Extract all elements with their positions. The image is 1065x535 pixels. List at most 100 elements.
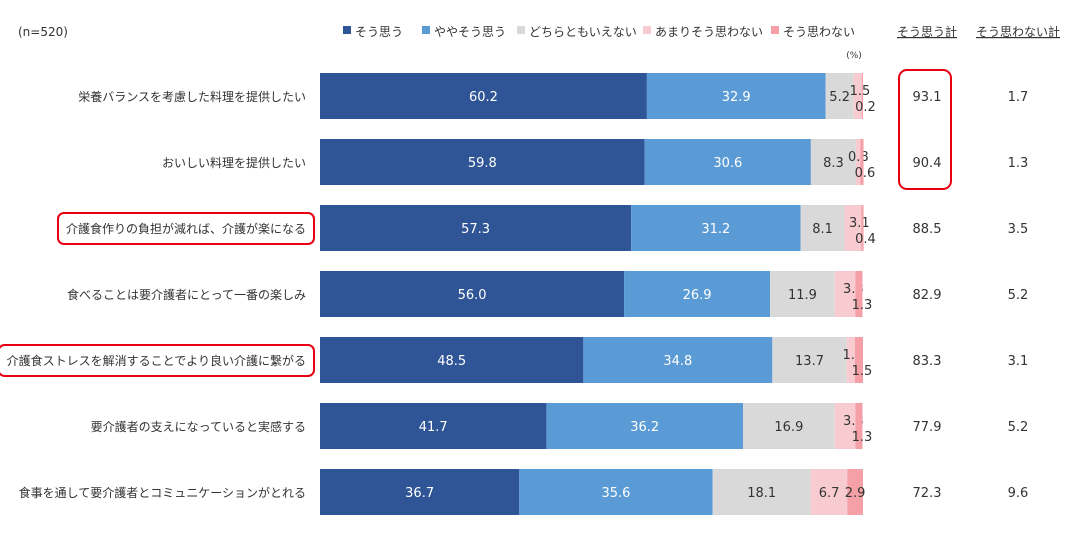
category-label: 介護食作りの負担が減れば、介護が楽になる: [66, 221, 306, 236]
disagree-total-value: 5.2: [1008, 288, 1029, 303]
data-label: 0.2: [855, 100, 876, 115]
data-label: 0.6: [855, 166, 876, 181]
data-label: 36.7: [405, 486, 434, 501]
agree-total-value: 88.5: [913, 222, 942, 237]
data-label: 0.8: [848, 150, 869, 165]
bar-segment: [320, 271, 625, 317]
category-label: 食べることは要介護者にとって一番の楽しみ: [67, 287, 306, 302]
bar-segment: [847, 469, 863, 515]
unit-label: (%): [846, 51, 862, 61]
sample-size-label: (n=520): [18, 25, 68, 39]
bar-segment: [546, 403, 743, 449]
agree-total-value: 77.9: [913, 420, 942, 435]
bar-segment: [834, 403, 856, 449]
disagree-total-value: 3.5: [1008, 222, 1029, 237]
category-labels: 栄養バランスを考慮した料理を提供したいおいしい料理を提供したい介護食作りの負担が…: [7, 89, 306, 500]
data-label: 6.7: [819, 486, 840, 501]
bar-segment: [810, 139, 856, 185]
summary-totals: 93.1 1.7 90.4 1.3 88.5 3.5 82.9 5.2 83.3 3.1 77.9 5…: [913, 90, 1029, 501]
data-label: 5.2: [829, 90, 850, 105]
disagree-total-value: 1.3: [1008, 156, 1029, 171]
bar-segment: [742, 403, 835, 449]
category-label: 介護食ストレスを解消することでより良い介護に繋がる: [7, 353, 306, 368]
bar-segment: [855, 271, 863, 317]
category-label: 要介護者の支えになっていると実感する: [91, 419, 306, 434]
data-label: 1.5: [852, 364, 873, 379]
agree-total-value: 90.4: [913, 156, 942, 171]
agree-total-value: 82.9: [913, 288, 942, 303]
bar-segment: [770, 271, 835, 317]
bar-segment: [855, 403, 863, 449]
bar-area: 60.2 32.9 5.2 1.50.259.8 30.6 8.3 0.80.657.3 31…: [320, 73, 876, 515]
legend-swatch: [343, 26, 351, 34]
bar-segment: [320, 403, 547, 449]
data-label: 16.9: [774, 420, 803, 435]
bar-segment: [320, 205, 632, 251]
data-label: 18.1: [747, 486, 776, 501]
legend-label: そう思う: [355, 25, 403, 39]
agree-total-header: そう思う計: [897, 24, 957, 39]
bar-segment: [825, 73, 854, 119]
bar-segment: [800, 205, 845, 251]
data-label: 26.9: [683, 288, 712, 303]
bar-segment: [519, 469, 713, 515]
legend-swatch: [643, 26, 651, 34]
data-label: 35.6: [601, 486, 630, 501]
data-label: 11.9: [788, 288, 817, 303]
category-label: おいしい料理を提供したい: [162, 155, 306, 170]
agree-total-value: 72.3: [913, 486, 942, 501]
data-label: 48.5: [437, 354, 466, 369]
data-label: 0.4: [855, 232, 876, 247]
data-label: 8.3: [823, 156, 844, 171]
bar-segment: [853, 73, 862, 119]
bar-segment: [583, 337, 773, 383]
bar-segment: [861, 73, 863, 119]
data-label: 3.1: [849, 216, 870, 231]
bar-segment: [844, 205, 862, 251]
disagree-total-value: 3.1: [1008, 354, 1029, 369]
bar-segment: [810, 469, 848, 515]
legend-label: そう思わない: [783, 25, 855, 39]
bar-segment: [846, 337, 855, 383]
agree-total-value: 83.3: [913, 354, 942, 369]
data-label: 34.8: [663, 354, 692, 369]
data-label: 1.5: [850, 84, 871, 99]
legend-label: あまりそう思わない: [655, 25, 763, 39]
data-label: 1.3: [852, 430, 873, 445]
legend-swatch: [771, 26, 779, 34]
disagree-total-value: 5.2: [1008, 420, 1029, 435]
data-label: 31.2: [701, 222, 730, 237]
disagree-total-value: 1.7: [1008, 90, 1029, 105]
category-label: 食事を通して要介護者とコミュニケーションがとれる: [19, 485, 306, 500]
bar-segment: [861, 205, 864, 251]
bar-segment: [320, 469, 520, 515]
bar-segment: [772, 337, 847, 383]
legend-swatch: [517, 26, 525, 34]
data-label: 30.6: [713, 156, 742, 171]
disagree-total-header: そう思わない計: [976, 24, 1060, 39]
data-label: 60.2: [469, 90, 498, 105]
agree-total-value: 93.1: [913, 90, 942, 105]
bar-segment: [320, 337, 584, 383]
highlight-outline: [56, 212, 315, 245]
disagree-total-value: 9.6: [1008, 486, 1029, 501]
legend-label: どちらともいえない: [529, 25, 637, 39]
data-label: 36.2: [630, 420, 659, 435]
bar-segment: [834, 271, 856, 317]
bar-segment: [855, 139, 861, 185]
highlight-outlines: [0, 69, 952, 377]
data-label: 56.0: [458, 288, 487, 303]
bar-segment: [320, 139, 645, 185]
bar-segment: [712, 469, 811, 515]
bar-segment: [860, 139, 864, 185]
bar-segment: [854, 337, 863, 383]
bar-segment: [624, 271, 771, 317]
data-label: 1.3: [852, 298, 873, 313]
highlight-outline: [0, 344, 315, 377]
bar-segment: [631, 205, 801, 251]
highlight-outline-totals: [898, 69, 952, 190]
category-label: 栄養バランスを考慮した料理を提供したい: [78, 89, 306, 104]
legend-swatch: [422, 26, 430, 34]
